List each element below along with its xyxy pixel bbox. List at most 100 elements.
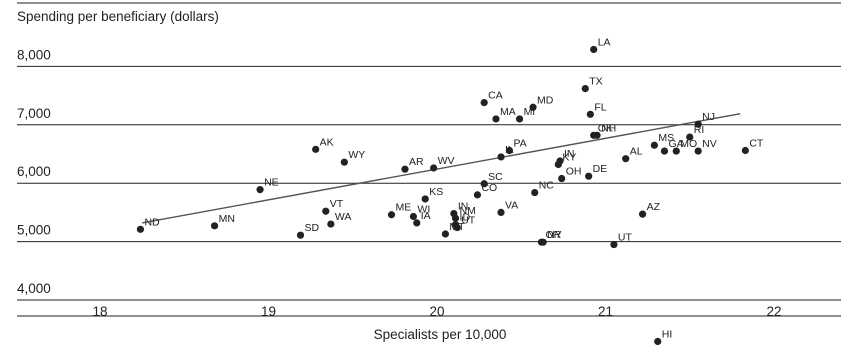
y-tick-label: 6,000 (17, 164, 51, 179)
data-point (497, 153, 505, 161)
data-point-label: CO (481, 182, 497, 194)
data-point (660, 147, 669, 155)
y-tick-label: 4,000 (17, 281, 51, 296)
data-point (529, 103, 537, 111)
data-point (413, 219, 421, 227)
data-point-label: AZ (647, 201, 661, 213)
data-point-label: NY (547, 229, 562, 241)
data-point-label: UT (461, 215, 476, 227)
axis-layer: Spending per beneficiary (dollars) Speci… (17, 9, 782, 342)
data-point-label: IN (458, 201, 469, 213)
y-axis-title: Spending per beneficiary (dollars) (17, 9, 219, 24)
data-point-label: KY (562, 152, 576, 164)
data-point (451, 214, 460, 222)
data-point-label: IA (421, 210, 431, 222)
data-point-label: MA (500, 106, 516, 118)
data-point (430, 164, 438, 172)
data-point (531, 188, 539, 197)
data-point-label: RI (694, 124, 705, 136)
data-point-label: GA (668, 138, 683, 150)
data-point-label: CT (749, 137, 764, 149)
data-point-label: WI (417, 203, 430, 215)
data-point (421, 195, 429, 203)
data-point-label: LA (598, 36, 611, 48)
data-point (497, 208, 505, 216)
data-point-label: AL (630, 146, 643, 158)
data-point-label: MN (219, 213, 235, 225)
data-point (586, 110, 594, 118)
data-point (622, 155, 630, 163)
data-point-label: SD (305, 222, 320, 234)
data-point (590, 45, 598, 54)
data-point (322, 207, 330, 215)
x-tick-label: 20 (429, 304, 444, 319)
data-point-label: AR (409, 156, 424, 168)
x-tick-label: 22 (766, 304, 781, 319)
data-point-label: NH (601, 122, 616, 134)
data-point-label: MD (537, 94, 554, 106)
data-point (473, 191, 482, 199)
data-point-label: OH (566, 166, 582, 178)
data-point (296, 231, 305, 239)
data-point (409, 212, 418, 221)
data-point-label: ME (396, 202, 412, 214)
data-point-label: MI (524, 106, 536, 118)
data-point (672, 147, 680, 155)
data-point-label: OR (545, 229, 561, 241)
data-point-label: NV (702, 138, 717, 150)
data-point (441, 230, 450, 238)
y-tick-label: 5,000 (17, 223, 51, 238)
data-point-label: WV (438, 155, 455, 167)
data-point (741, 146, 749, 155)
data-point-label: IN (564, 148, 575, 160)
data-point-label: HI (662, 328, 673, 340)
data-point (590, 131, 598, 139)
data-point-label: MS (658, 132, 674, 144)
data-point-label: AK (320, 136, 334, 148)
data-point (505, 146, 514, 155)
x-tick-label: 21 (598, 304, 613, 319)
data-point (312, 145, 320, 153)
data-point (327, 220, 335, 228)
x-tick-label: 19 (261, 304, 276, 319)
data-point-label: NJ (702, 111, 715, 123)
grid-layer (17, 2, 841, 317)
data-point (210, 222, 219, 230)
data-point-label: KS (429, 186, 443, 198)
data-point-label: WA (335, 211, 352, 223)
data-point (650, 141, 658, 149)
data-point-label: UT (618, 232, 633, 244)
data-point-label: NC (539, 180, 555, 192)
x-axis-title: Specialists per 10,000 (374, 327, 507, 342)
data-point-label: ID (460, 212, 471, 224)
trend-layer (141, 113, 741, 224)
data-point (539, 238, 547, 246)
data-point (581, 84, 589, 93)
data-point (694, 120, 702, 128)
data-point-label: NE (264, 177, 279, 189)
data-point-label: WY (348, 149, 365, 161)
data-point-label: VT (330, 198, 344, 210)
data-point (136, 225, 145, 233)
data-point-label: FL (594, 101, 606, 113)
data-point (585, 172, 593, 180)
data-point (694, 147, 702, 155)
data-point (515, 115, 524, 123)
data-point-label: PA (513, 137, 526, 149)
data-point (492, 115, 500, 123)
data-point-label: CA (488, 90, 503, 102)
y-tick-label: 8,000 (17, 47, 51, 62)
data-point (480, 180, 488, 188)
data-point (480, 99, 488, 107)
data-point-label: MT (449, 221, 465, 233)
data-point (453, 223, 461, 232)
data-point (387, 211, 396, 219)
data-point-label: VA (505, 199, 518, 211)
data-point-label: TX (589, 76, 602, 88)
x-tick-label: 18 (92, 304, 107, 319)
data-point-label: MO (680, 138, 697, 150)
data-point (558, 174, 566, 183)
data-point-label: ND (144, 216, 160, 228)
